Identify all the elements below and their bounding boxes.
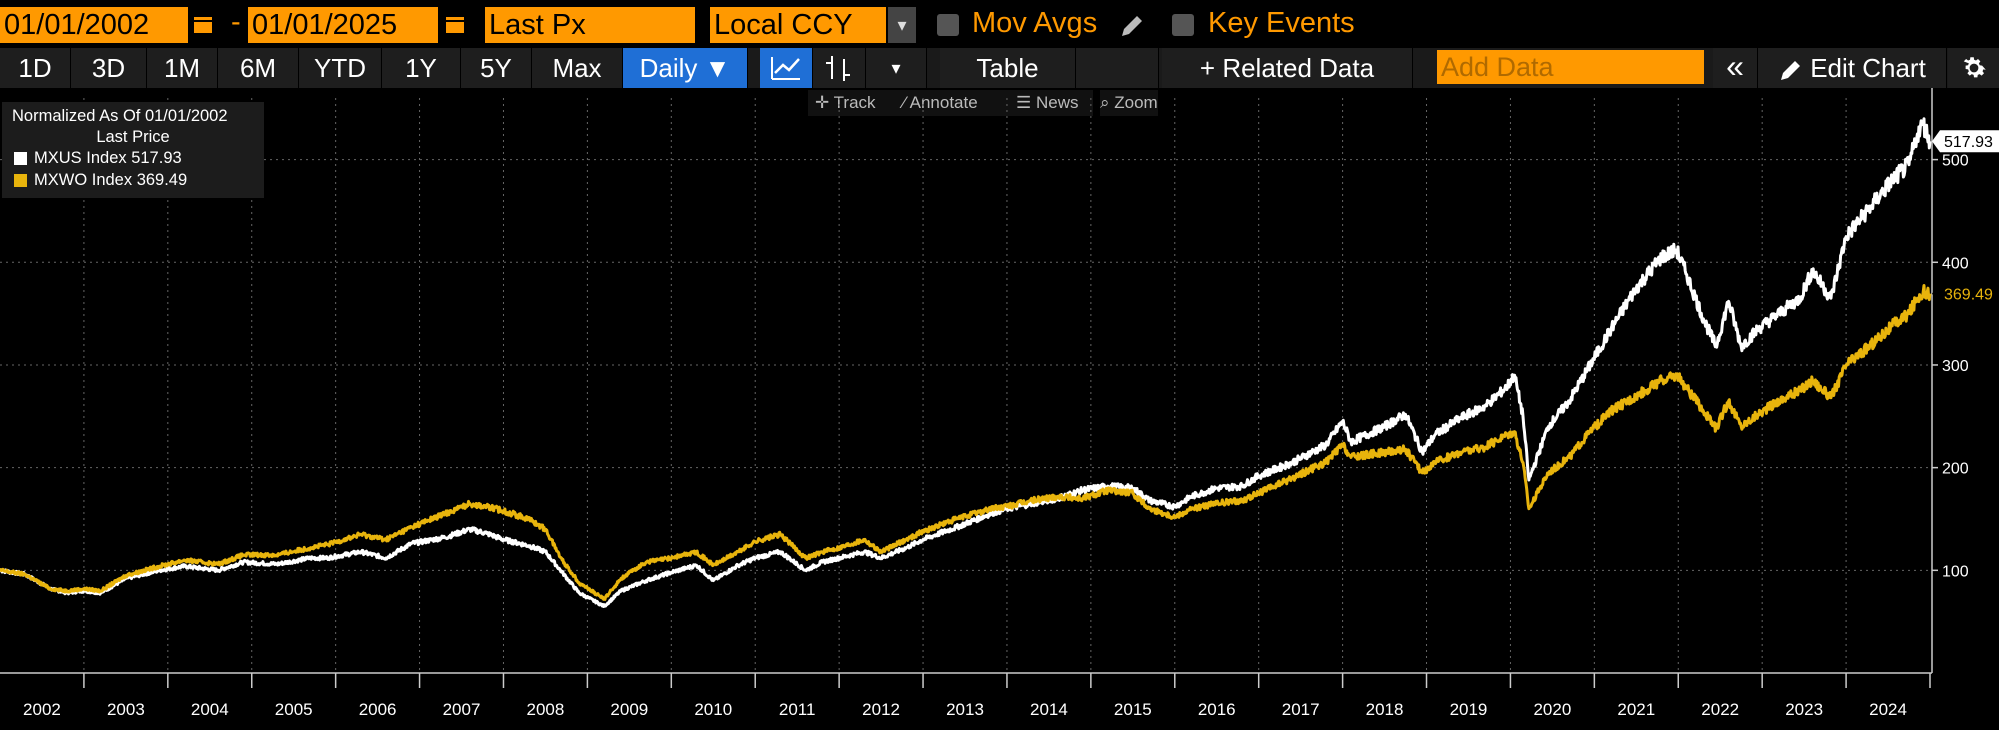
legend-subheading: Last Price	[96, 128, 170, 146]
annotate-tool[interactable]: ⁄ Annotate	[903, 90, 978, 116]
line-chart-icon	[771, 57, 800, 80]
x-tick-label: 2008	[527, 700, 565, 719]
chart-type-dropdown-icon[interactable]: ▾	[866, 48, 927, 88]
period-6m-button[interactable]: 6M	[218, 48, 299, 88]
period-ytd-button[interactable]: YTD	[299, 48, 382, 88]
legend-entry-mxus[interactable]: MXUS Index 517.93	[34, 149, 182, 167]
x-tick-label: 2014	[1030, 700, 1068, 719]
x-tick-label: 2013	[946, 700, 984, 719]
x-tick-label: 2002	[23, 700, 61, 719]
y-tick-label: 500	[1942, 153, 1969, 170]
gear-icon	[1963, 57, 1986, 78]
start-date-field[interactable]: 01/01/2002	[0, 7, 188, 43]
y-tick-label: 300	[1942, 358, 1969, 375]
x-tick-label: 2023	[1785, 700, 1823, 719]
edit-chart-label: Edit Chart	[1810, 53, 1926, 83]
settings-button[interactable]	[1948, 48, 1999, 88]
line-chart-button[interactable]	[760, 48, 813, 88]
key-events-label: Key Events	[1208, 7, 1355, 39]
start-date-calendar-icon[interactable]	[192, 15, 214, 35]
frequency-dropdown[interactable]: Daily ▼	[623, 48, 748, 88]
toolbar-spacer	[1076, 48, 1159, 88]
pencil-icon[interactable]	[1118, 12, 1146, 40]
mov-avgs-label: Mov Avgs	[972, 7, 1098, 39]
news-label: News	[1035, 93, 1079, 112]
x-tick-label: 2021	[1617, 700, 1655, 719]
x-tick-label: 2010	[694, 700, 732, 719]
zoom-label: Zoom	[1114, 93, 1158, 112]
news-icon: ☰	[1016, 93, 1036, 112]
x-tick-label: 2019	[1450, 700, 1488, 719]
crosshair-icon: ✛	[815, 93, 834, 112]
x-tick-label: 2020	[1533, 700, 1571, 719]
chart-legend: Normalized As Of 01/01/2002 Last Price M…	[2, 102, 264, 198]
chart-grid	[0, 98, 1932, 673]
currency-dropdown-icon[interactable]: ▾	[888, 7, 916, 43]
related-data-button[interactable]: + Related Data	[1162, 48, 1413, 88]
legend-swatch-mxus	[14, 152, 27, 165]
period-1y-button[interactable]: 1Y	[382, 48, 461, 88]
x-axis: 2002 2003 2004 2005 2006 2007 2008 2009 2010 2011…	[0, 672, 1932, 719]
x-tick-label: 2022	[1701, 700, 1739, 719]
x-tick-label: 2017	[1282, 700, 1320, 719]
series-line-mxus-index	[0, 117, 1932, 608]
legend-heading: Normalized As Of 01/01/2002	[12, 107, 228, 125]
edit-chart-button[interactable]: Edit Chart	[1758, 48, 1947, 88]
x-tick-label: 2016	[1198, 700, 1236, 719]
track-label: Track	[833, 93, 876, 112]
x-tick-label: 2005	[275, 700, 313, 719]
zoom-tool[interactable]: ⌕ Zoom	[1100, 90, 1158, 116]
news-tool[interactable]: ☰ News	[1016, 90, 1079, 116]
end-date-field[interactable]: 01/01/2025	[248, 7, 438, 43]
period-3d-button[interactable]: 3D	[71, 48, 147, 88]
y-tick-label: 200	[1942, 461, 1969, 478]
series-line-mxwo-index	[0, 284, 1932, 601]
add-data-input[interactable]: Add Data	[1437, 50, 1704, 84]
x-tick-label: 2003	[107, 700, 145, 719]
last-value-tags: 517.93 369.49	[1932, 130, 1999, 305]
y-tick-label: 100	[1942, 563, 1969, 580]
table-button[interactable]: Table	[940, 48, 1076, 88]
price-chart[interactable]: 100 200 300 400 500 2002 2003 2004 2005 2006 2007…	[0, 88, 1999, 730]
collapse-icon[interactable]: «	[1713, 48, 1758, 88]
bar-chart-button[interactable]	[813, 48, 866, 88]
y-tick-label: 400	[1942, 255, 1969, 272]
last-value-tag-bg	[1932, 282, 1999, 305]
pencil-icon	[1781, 61, 1801, 81]
period-1m-button[interactable]: 1M	[147, 48, 218, 88]
series-lines	[0, 117, 1932, 608]
legend-swatch-mxwo	[14, 174, 27, 187]
currency-selector[interactable]: Local CCY	[710, 7, 886, 43]
x-tick-label: 2024	[1869, 700, 1907, 719]
y-axis: 100 200 300 400 500	[1931, 88, 1969, 673]
annotate-label: Annotate	[909, 93, 978, 112]
ohlc-bar-icon	[826, 56, 850, 81]
field-selector[interactable]: Last Px	[485, 7, 695, 43]
date-separator: -	[231, 6, 241, 38]
period-max-button[interactable]: Max	[532, 48, 623, 88]
x-tick-label: 2012	[862, 700, 900, 719]
last-value-tag-label: 517.93	[1944, 134, 1993, 151]
last-value-tag-label: 369.49	[1944, 287, 1993, 304]
x-tick-label: 2004	[191, 700, 229, 719]
end-date-calendar-icon[interactable]	[444, 15, 466, 35]
legend-entry-mxwo[interactable]: MXWO Index 369.49	[34, 171, 188, 189]
mov-avgs-checkbox[interactable]	[937, 14, 959, 36]
annotate-icon: ⁄	[903, 93, 910, 112]
track-tool[interactable]: ✛ Track	[815, 90, 876, 116]
x-tick-label: 2009	[610, 700, 648, 719]
x-tick-label: 2011	[779, 700, 816, 719]
period-1d-button[interactable]: 1D	[0, 48, 71, 88]
x-tick-label: 2015	[1114, 700, 1152, 719]
last-value-tag-bg	[1932, 130, 1999, 153]
x-tick-label: 2007	[443, 700, 481, 719]
x-tick-label: 2006	[359, 700, 397, 719]
x-tick-label: 2018	[1366, 700, 1404, 719]
key-events-checkbox[interactable]	[1172, 14, 1194, 36]
magnifier-icon: ⌕	[1100, 93, 1115, 112]
period-5y-button[interactable]: 5Y	[461, 48, 532, 88]
